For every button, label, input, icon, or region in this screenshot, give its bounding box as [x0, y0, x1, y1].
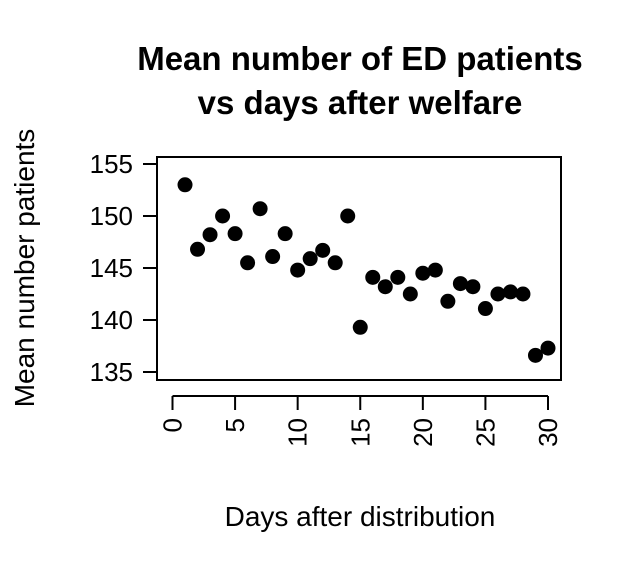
data-point: [440, 293, 456, 309]
y-tick-label: 135: [90, 357, 133, 387]
y-axis: 135 140 145 150 155: [90, 149, 158, 387]
data-point: [527, 347, 543, 363]
data-point: [240, 255, 256, 271]
y-tick-label: 150: [90, 201, 133, 231]
x-tick-label: 15: [345, 418, 375, 447]
plot-frame: [156, 156, 562, 381]
data-points: [177, 177, 556, 363]
data-point: [402, 286, 418, 302]
data-point: [340, 208, 356, 224]
data-point: [540, 340, 556, 356]
x-tick-label: 10: [283, 418, 313, 447]
data-point: [290, 262, 306, 278]
y-tick-label: 145: [90, 253, 133, 283]
data-point: [177, 177, 193, 193]
data-point: [277, 226, 293, 242]
data-point: [202, 227, 218, 243]
data-point: [415, 265, 431, 281]
y-tick-label: 155: [90, 149, 133, 179]
data-point: [477, 301, 493, 317]
data-point: [502, 284, 518, 300]
data-point: [365, 269, 381, 285]
x-axis-label: Days after distribution: [225, 501, 496, 532]
y-axis-label: Mean number patients: [9, 129, 40, 408]
data-point: [252, 201, 268, 217]
data-point: [302, 251, 318, 267]
x-tick-label: 20: [408, 418, 438, 447]
data-point: [515, 286, 531, 302]
data-point: [265, 249, 281, 265]
x-axis: 0 5 10 15 20 25 30: [158, 395, 563, 447]
data-point: [315, 242, 331, 258]
data-point: [215, 208, 231, 224]
data-point: [352, 319, 368, 335]
chart-title-line-1: Mean number of ED patients: [137, 40, 583, 77]
data-point: [227, 226, 243, 242]
x-tick-label: 0: [158, 418, 188, 432]
data-point: [390, 269, 406, 285]
data-point: [452, 276, 468, 292]
x-tick-label: 25: [470, 418, 500, 447]
data-point: [490, 286, 506, 302]
data-point: [327, 255, 343, 271]
y-tick-label: 140: [90, 305, 133, 335]
chart-title-line-2: vs days after welfare: [198, 84, 523, 121]
data-point: [465, 279, 481, 295]
data-point: [377, 279, 393, 295]
data-point: [190, 241, 206, 257]
x-tick-label: 30: [533, 418, 563, 447]
x-tick-label: 5: [220, 418, 250, 432]
data-point: [427, 262, 443, 278]
